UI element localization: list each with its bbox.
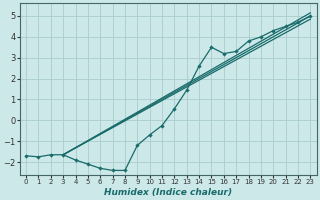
X-axis label: Humidex (Indice chaleur): Humidex (Indice chaleur)	[104, 188, 232, 197]
